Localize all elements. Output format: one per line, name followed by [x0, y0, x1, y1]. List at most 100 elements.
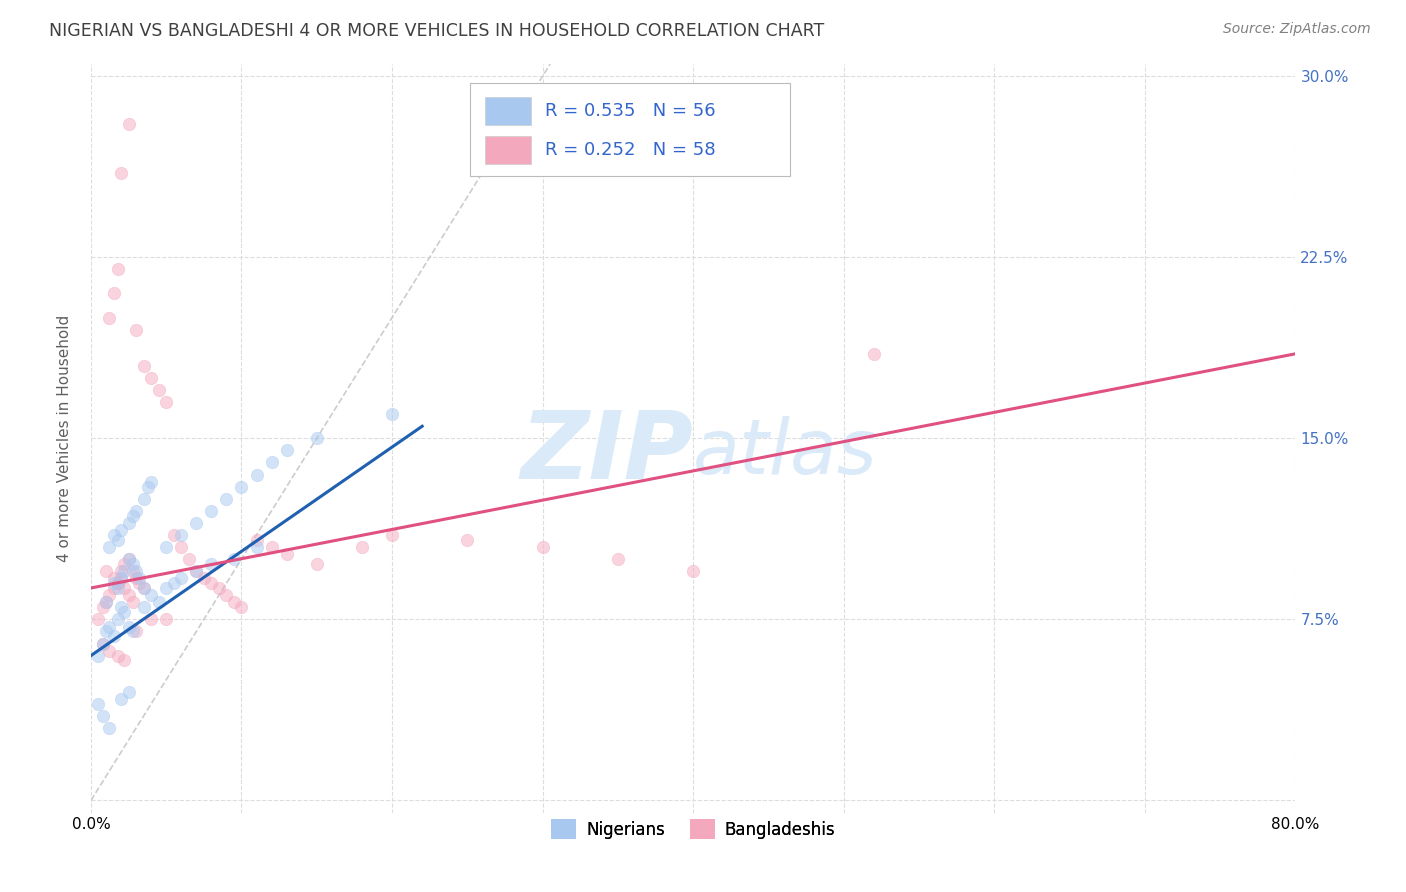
Point: [110, 564, 132, 578]
Point: [682, 564, 704, 578]
Point: [125, 504, 148, 518]
Legend: Nigerians, Bangladeshis: Nigerians, Bangladeshis: [544, 813, 842, 846]
Point: [531, 540, 554, 554]
Point: [107, 581, 129, 595]
Text: ZIP: ZIP: [520, 408, 693, 500]
Point: [117, 516, 139, 530]
Point: [222, 552, 245, 566]
Point: [163, 576, 186, 591]
Point: [381, 528, 404, 542]
Point: [91, 600, 114, 615]
Point: [107, 576, 129, 591]
Point: [112, 557, 135, 571]
Point: [148, 595, 170, 609]
Text: atlas: atlas: [693, 417, 877, 491]
Point: [87, 648, 110, 663]
Point: [98, 619, 121, 633]
Point: [276, 547, 298, 561]
Point: [103, 286, 125, 301]
Point: [132, 491, 155, 506]
Point: [91, 709, 114, 723]
Point: [107, 262, 129, 277]
Point: [125, 571, 148, 585]
Point: [98, 721, 121, 735]
Point: [103, 629, 125, 643]
Point: [186, 516, 208, 530]
Point: [128, 571, 150, 585]
Point: [128, 576, 150, 591]
Point: [193, 571, 215, 585]
Point: [103, 581, 125, 595]
Point: [122, 624, 145, 639]
Point: [305, 557, 328, 571]
Point: [215, 588, 238, 602]
Point: [87, 612, 110, 626]
Point: [170, 571, 193, 585]
Point: [245, 533, 267, 547]
Point: [177, 552, 200, 566]
Point: [260, 540, 283, 554]
Point: [110, 571, 132, 585]
Point: [148, 383, 170, 397]
Point: [103, 576, 125, 591]
Point: [122, 564, 145, 578]
Point: [276, 443, 298, 458]
Point: [125, 564, 148, 578]
Point: [456, 533, 478, 547]
Bar: [485, 97, 530, 126]
Point: [117, 117, 139, 131]
Point: [231, 600, 253, 615]
Point: [94, 595, 117, 609]
Point: [103, 571, 125, 585]
Point: [245, 467, 267, 482]
Point: [170, 528, 193, 542]
Point: [606, 552, 628, 566]
Point: [141, 612, 163, 626]
Point: [117, 685, 139, 699]
Point: [103, 528, 125, 542]
Point: [136, 480, 159, 494]
Point: [132, 359, 155, 373]
Point: [98, 310, 121, 325]
Point: [122, 557, 145, 571]
Point: [245, 540, 267, 554]
Point: [122, 595, 145, 609]
Point: [215, 491, 238, 506]
Point: [170, 540, 193, 554]
Point: [94, 595, 117, 609]
Point: [112, 653, 135, 667]
Point: [125, 624, 148, 639]
Point: [98, 644, 121, 658]
Point: [222, 595, 245, 609]
Point: [98, 540, 121, 554]
Point: [132, 581, 155, 595]
Point: [141, 475, 163, 489]
Point: [117, 588, 139, 602]
Point: [110, 692, 132, 706]
Point: [155, 612, 177, 626]
Point: [381, 407, 404, 421]
Point: [200, 504, 222, 518]
Point: [863, 347, 886, 361]
Point: [112, 564, 135, 578]
Point: [107, 533, 129, 547]
Point: [91, 636, 114, 650]
Point: [200, 576, 222, 591]
Point: [87, 697, 110, 711]
Point: [107, 612, 129, 626]
Bar: [485, 136, 530, 164]
Point: [208, 581, 231, 595]
Point: [200, 557, 222, 571]
Point: [141, 371, 163, 385]
Point: [98, 588, 121, 602]
Text: Source: ZipAtlas.com: Source: ZipAtlas.com: [1223, 22, 1371, 37]
Text: R = 0.535   N = 56: R = 0.535 N = 56: [546, 103, 716, 120]
Point: [231, 480, 253, 494]
Text: R = 0.252   N = 58: R = 0.252 N = 58: [546, 141, 716, 159]
FancyBboxPatch shape: [471, 83, 790, 177]
Point: [117, 619, 139, 633]
Point: [110, 523, 132, 537]
Point: [132, 600, 155, 615]
Point: [163, 528, 186, 542]
Point: [117, 552, 139, 566]
